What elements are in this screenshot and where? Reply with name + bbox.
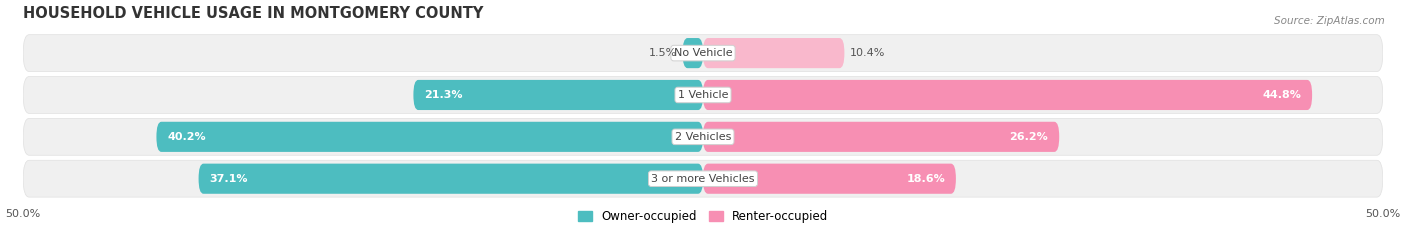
FancyBboxPatch shape — [22, 118, 1384, 155]
Text: 26.2%: 26.2% — [1010, 132, 1049, 142]
FancyBboxPatch shape — [682, 38, 703, 68]
FancyBboxPatch shape — [22, 77, 1384, 113]
Text: 21.3%: 21.3% — [425, 90, 463, 100]
Text: 18.6%: 18.6% — [907, 174, 945, 184]
Text: 1 Vehicle: 1 Vehicle — [678, 90, 728, 100]
Text: HOUSEHOLD VEHICLE USAGE IN MONTGOMERY COUNTY: HOUSEHOLD VEHICLE USAGE IN MONTGOMERY CO… — [22, 6, 484, 21]
Text: 3 or more Vehicles: 3 or more Vehicles — [651, 174, 755, 184]
FancyBboxPatch shape — [703, 164, 956, 194]
Legend: Owner-occupied, Renter-occupied: Owner-occupied, Renter-occupied — [572, 205, 834, 227]
FancyBboxPatch shape — [703, 38, 845, 68]
Text: 37.1%: 37.1% — [209, 174, 247, 184]
FancyBboxPatch shape — [22, 160, 1384, 197]
FancyBboxPatch shape — [703, 80, 1312, 110]
Text: 2 Vehicles: 2 Vehicles — [675, 132, 731, 142]
Text: 10.4%: 10.4% — [849, 48, 886, 58]
FancyBboxPatch shape — [22, 35, 1384, 72]
Text: No Vehicle: No Vehicle — [673, 48, 733, 58]
FancyBboxPatch shape — [156, 122, 703, 152]
Text: Source: ZipAtlas.com: Source: ZipAtlas.com — [1274, 16, 1385, 26]
FancyBboxPatch shape — [198, 164, 703, 194]
Text: 40.2%: 40.2% — [167, 132, 205, 142]
Text: 1.5%: 1.5% — [650, 48, 678, 58]
FancyBboxPatch shape — [703, 122, 1059, 152]
Text: 44.8%: 44.8% — [1263, 90, 1301, 100]
FancyBboxPatch shape — [413, 80, 703, 110]
